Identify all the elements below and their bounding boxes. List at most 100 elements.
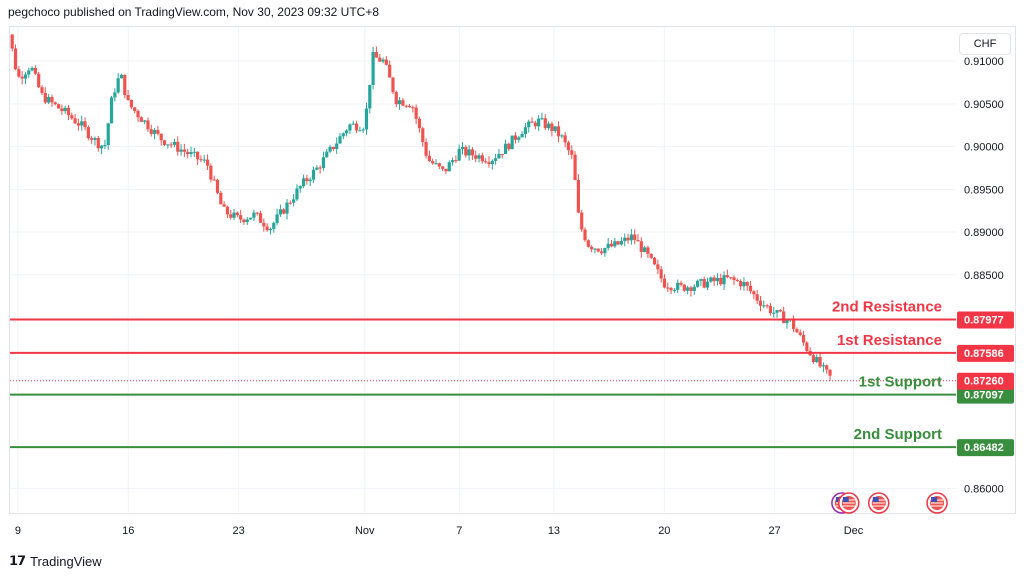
candle-body — [199, 159, 203, 161]
candle-body — [83, 121, 87, 128]
candle-body — [374, 52, 379, 58]
candle-body — [321, 157, 326, 169]
candle-body — [811, 355, 816, 363]
candle-body — [702, 279, 706, 288]
candle-body — [699, 279, 703, 281]
candle-body — [258, 213, 263, 223]
candle-body — [619, 241, 624, 245]
candle-body — [225, 206, 230, 215]
candle-body — [176, 141, 180, 152]
candle-body — [566, 142, 571, 151]
time-tick-label: 23 — [232, 525, 244, 537]
us-flag-icon[interactable] — [838, 492, 860, 514]
candle-body — [517, 137, 521, 140]
candle-body — [268, 228, 273, 231]
candle-body — [719, 277, 723, 285]
candle-body — [682, 284, 686, 291]
candle-body — [477, 155, 481, 159]
candle-body — [556, 126, 561, 137]
candle-body — [748, 285, 753, 292]
chart-frame[interactable] — [9, 26, 1016, 514]
candle-body — [301, 178, 306, 187]
candle-body — [328, 146, 332, 152]
time-tick-label: Nov — [355, 525, 375, 537]
candle-body — [454, 160, 458, 162]
candle-body — [358, 130, 362, 132]
time-tick-label: 13 — [548, 525, 560, 537]
candle-body — [143, 120, 147, 122]
candle-body — [361, 129, 365, 131]
candle-body — [709, 277, 713, 282]
candle-body — [136, 111, 140, 118]
candle-body — [215, 179, 220, 193]
candle-body — [672, 289, 677, 291]
candle-body — [695, 280, 700, 287]
candle-body — [782, 311, 786, 324]
candle-body — [470, 149, 475, 156]
candle-body — [596, 248, 600, 252]
candle-body — [388, 64, 392, 78]
flag-canton — [931, 497, 938, 502]
candle-body — [494, 158, 498, 161]
candle-body — [825, 365, 829, 370]
candle-body — [414, 107, 418, 119]
candle-body — [603, 248, 607, 254]
candle-body — [417, 118, 422, 129]
candle-body — [560, 135, 564, 137]
candle-body — [656, 264, 660, 270]
candle-body — [149, 129, 153, 134]
candle-body — [146, 120, 150, 130]
candle-body — [503, 143, 508, 154]
candle-body — [755, 294, 759, 301]
candle-body — [586, 240, 590, 247]
candle-body — [705, 281, 710, 288]
candle-body — [169, 144, 173, 146]
price-tick-label: 0.86000 — [964, 483, 1004, 495]
candle-body — [563, 135, 567, 143]
candle-body — [60, 108, 64, 112]
candle-body — [424, 142, 428, 156]
candle-body — [527, 121, 531, 128]
candle-body — [70, 115, 74, 119]
candle-body — [540, 118, 544, 120]
candle-body — [152, 129, 157, 134]
level-label: 2nd Resistance — [832, 298, 942, 315]
candle-body — [129, 99, 134, 108]
us-flag-icon[interactable] — [926, 492, 948, 514]
candle-body — [427, 155, 431, 162]
candle-body — [345, 130, 349, 134]
candle-body — [543, 118, 547, 129]
candle-body — [292, 199, 296, 203]
last-price-tag — [957, 372, 1014, 390]
candle-body — [162, 140, 167, 145]
tradingview-footer[interactable]: 𝟭𝟳 TradingView — [9, 553, 102, 569]
candle-body — [106, 123, 110, 146]
candle-body — [732, 277, 736, 281]
candle-body — [219, 192, 223, 205]
candle-body — [768, 305, 773, 314]
candle-body — [43, 92, 47, 103]
candle-body — [113, 92, 117, 98]
time-tick-label: 20 — [658, 525, 670, 537]
us-flag-icon[interactable] — [867, 492, 890, 514]
candle-body — [530, 121, 534, 123]
candle-body — [325, 151, 329, 158]
candle-body — [590, 246, 594, 250]
candle-body — [606, 243, 610, 249]
currency-button[interactable]: CHF — [959, 33, 1011, 55]
candle-body — [762, 305, 766, 307]
candle-body — [397, 100, 402, 105]
candle-body — [712, 277, 716, 282]
candle-body — [692, 286, 696, 291]
candle-body — [100, 145, 104, 149]
candle-body — [795, 329, 799, 333]
candle-body — [487, 162, 491, 165]
level-price-text: 0.87097 — [964, 390, 1004, 402]
last-price-text: 0.87260 — [964, 376, 1004, 388]
candle-body — [348, 124, 352, 131]
candle-body — [490, 160, 494, 165]
candle-body — [550, 123, 554, 131]
time-tick-label: 27 — [769, 525, 781, 537]
candle-body — [119, 74, 124, 79]
